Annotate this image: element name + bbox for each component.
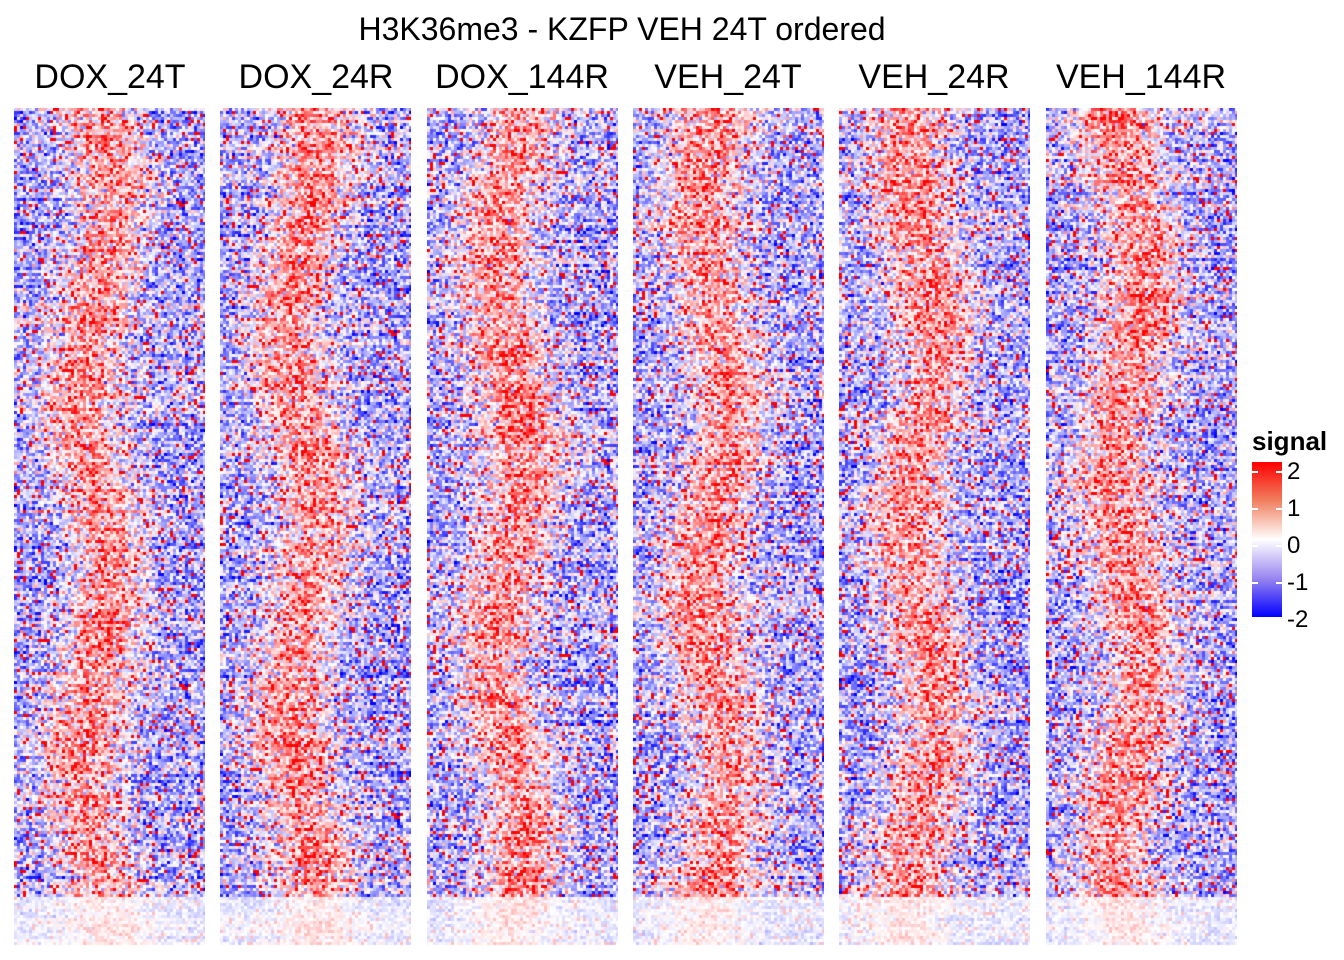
heatmap-panel-dox-24t [14, 108, 205, 946]
panel-label-veh-144r: VEH_144R [1055, 58, 1227, 96]
chart-title: H3K36me3 - KZFP VEH 24T ordered [358, 11, 886, 47]
legend-title: signal [1252, 426, 1328, 456]
heatmap-panel-veh-24r [839, 108, 1030, 946]
panel-label-veh-24t: VEH_24T [654, 58, 802, 96]
heatmap-panel-dox-24r [220, 108, 411, 946]
legend-color-bar [1252, 462, 1282, 617]
color-legend: signal 2 1 0 -1 -2 [1250, 426, 1344, 636]
panel-label-veh-24r: VEH_24R [858, 58, 1010, 96]
legend-tick-label: 1 [1287, 495, 1301, 522]
legend-tick-label: -2 [1287, 606, 1309, 633]
panel-label-dox-24r: DOX_24R [238, 58, 394, 96]
legend-tick-label: 0 [1287, 532, 1301, 559]
panel-label-dox-144r: DOX_144R [435, 58, 609, 96]
legend-tick-label: 2 [1287, 458, 1301, 485]
heatmap-panel-veh-24t [633, 108, 824, 946]
panel-label-dox-24t: DOX_24T [34, 58, 186, 96]
heatmap-panel-veh-144r [1046, 108, 1237, 946]
legend-tick-label: -1 [1287, 569, 1309, 596]
heatmap-panel-dox-144r [427, 108, 618, 946]
